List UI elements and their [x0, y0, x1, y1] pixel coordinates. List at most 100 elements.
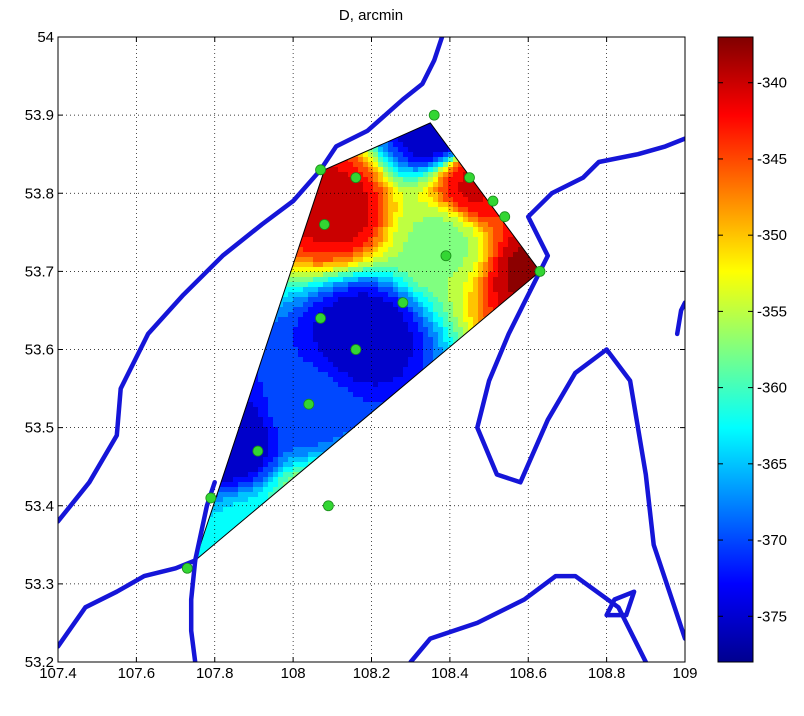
field-cell — [368, 167, 374, 173]
field-cell — [323, 197, 329, 203]
field-cell — [423, 232, 429, 238]
field-cell — [393, 217, 399, 223]
field-cell — [408, 132, 414, 138]
field-cell — [388, 207, 394, 213]
field-cell — [448, 227, 454, 233]
field-cell — [368, 217, 374, 223]
field-cell — [383, 212, 389, 218]
field-cell — [403, 197, 409, 203]
field-cell — [398, 222, 404, 228]
field-cell — [413, 202, 419, 208]
field-cell — [323, 172, 329, 178]
field-cell — [453, 217, 459, 223]
field-cell — [398, 157, 404, 163]
field-cell — [318, 217, 324, 223]
field-cell — [353, 187, 359, 193]
field-cell — [463, 187, 469, 193]
field-cell — [333, 202, 339, 208]
field-cell — [423, 167, 429, 173]
field-cell — [328, 207, 334, 213]
field-cell — [458, 207, 464, 213]
field-cell — [413, 222, 419, 228]
field-cell — [418, 232, 424, 238]
field-cell — [438, 167, 444, 173]
chart-title: D, arcmin — [339, 7, 403, 24]
field-cell — [443, 167, 449, 173]
field-cell — [453, 162, 459, 168]
field-cell — [398, 192, 404, 198]
field-cell — [453, 192, 459, 198]
field-cell — [443, 192, 449, 198]
field-cell — [423, 217, 429, 223]
field-cell — [403, 182, 409, 188]
field-cell — [493, 212, 499, 218]
field-cell — [358, 197, 364, 203]
field-cell — [478, 192, 484, 198]
field-cell — [338, 232, 344, 238]
field-cell — [313, 222, 319, 228]
field-cell — [318, 207, 324, 213]
field-cell — [423, 182, 429, 188]
field-cell — [403, 217, 409, 223]
field-cell — [428, 157, 434, 163]
field-cell — [418, 202, 424, 208]
field-cell — [308, 232, 314, 238]
field-cell — [353, 167, 359, 173]
field-cell — [318, 187, 324, 193]
field-cell — [413, 132, 419, 138]
field-cell — [378, 212, 384, 218]
field-cell — [433, 162, 439, 168]
field-cell — [403, 222, 409, 228]
field-cell — [438, 162, 444, 168]
field-cell — [458, 167, 464, 173]
field-cell — [338, 207, 344, 213]
field-cell — [368, 202, 374, 208]
field-cell — [388, 172, 394, 178]
field-cell — [343, 177, 349, 183]
field-cell — [393, 222, 399, 228]
field-cell — [378, 197, 384, 203]
field-cell — [383, 152, 389, 158]
field-cell — [373, 217, 379, 223]
field-cell — [433, 222, 439, 228]
field-cell — [458, 192, 464, 198]
field-cell — [443, 227, 449, 233]
field-cell — [353, 197, 359, 203]
field-cell — [453, 182, 459, 188]
field-cell — [428, 202, 434, 208]
field-cell — [398, 187, 404, 193]
field-cell — [458, 202, 464, 208]
field-cell — [333, 232, 339, 238]
field-cell — [358, 182, 364, 188]
field-cell — [348, 192, 354, 198]
field-cell — [408, 212, 414, 218]
field-cell — [373, 152, 379, 158]
field-cell — [478, 222, 484, 228]
field-cell — [323, 212, 329, 218]
field-cell — [363, 207, 369, 213]
field-cell — [393, 142, 399, 148]
field-cell — [343, 232, 349, 238]
field-cell — [353, 207, 359, 213]
field-cell — [328, 227, 334, 233]
field-cell — [323, 187, 329, 193]
field-cell — [383, 202, 389, 208]
field-cell — [318, 192, 324, 198]
field-cell — [468, 202, 474, 208]
field-cell — [488, 227, 494, 233]
field-cell — [303, 232, 309, 238]
field-cell — [408, 232, 414, 238]
field-cell — [318, 212, 324, 218]
field-cell — [378, 157, 384, 163]
field-cell — [433, 142, 439, 148]
field-cell — [328, 232, 334, 238]
field-cell — [383, 162, 389, 168]
field-cell — [423, 207, 429, 213]
field-cell — [398, 137, 404, 143]
field-cell — [423, 212, 429, 218]
field-cell — [393, 157, 399, 163]
field-cell — [478, 202, 484, 208]
field-cell — [418, 157, 424, 163]
field-cell — [368, 192, 374, 198]
field-cell — [483, 197, 489, 203]
